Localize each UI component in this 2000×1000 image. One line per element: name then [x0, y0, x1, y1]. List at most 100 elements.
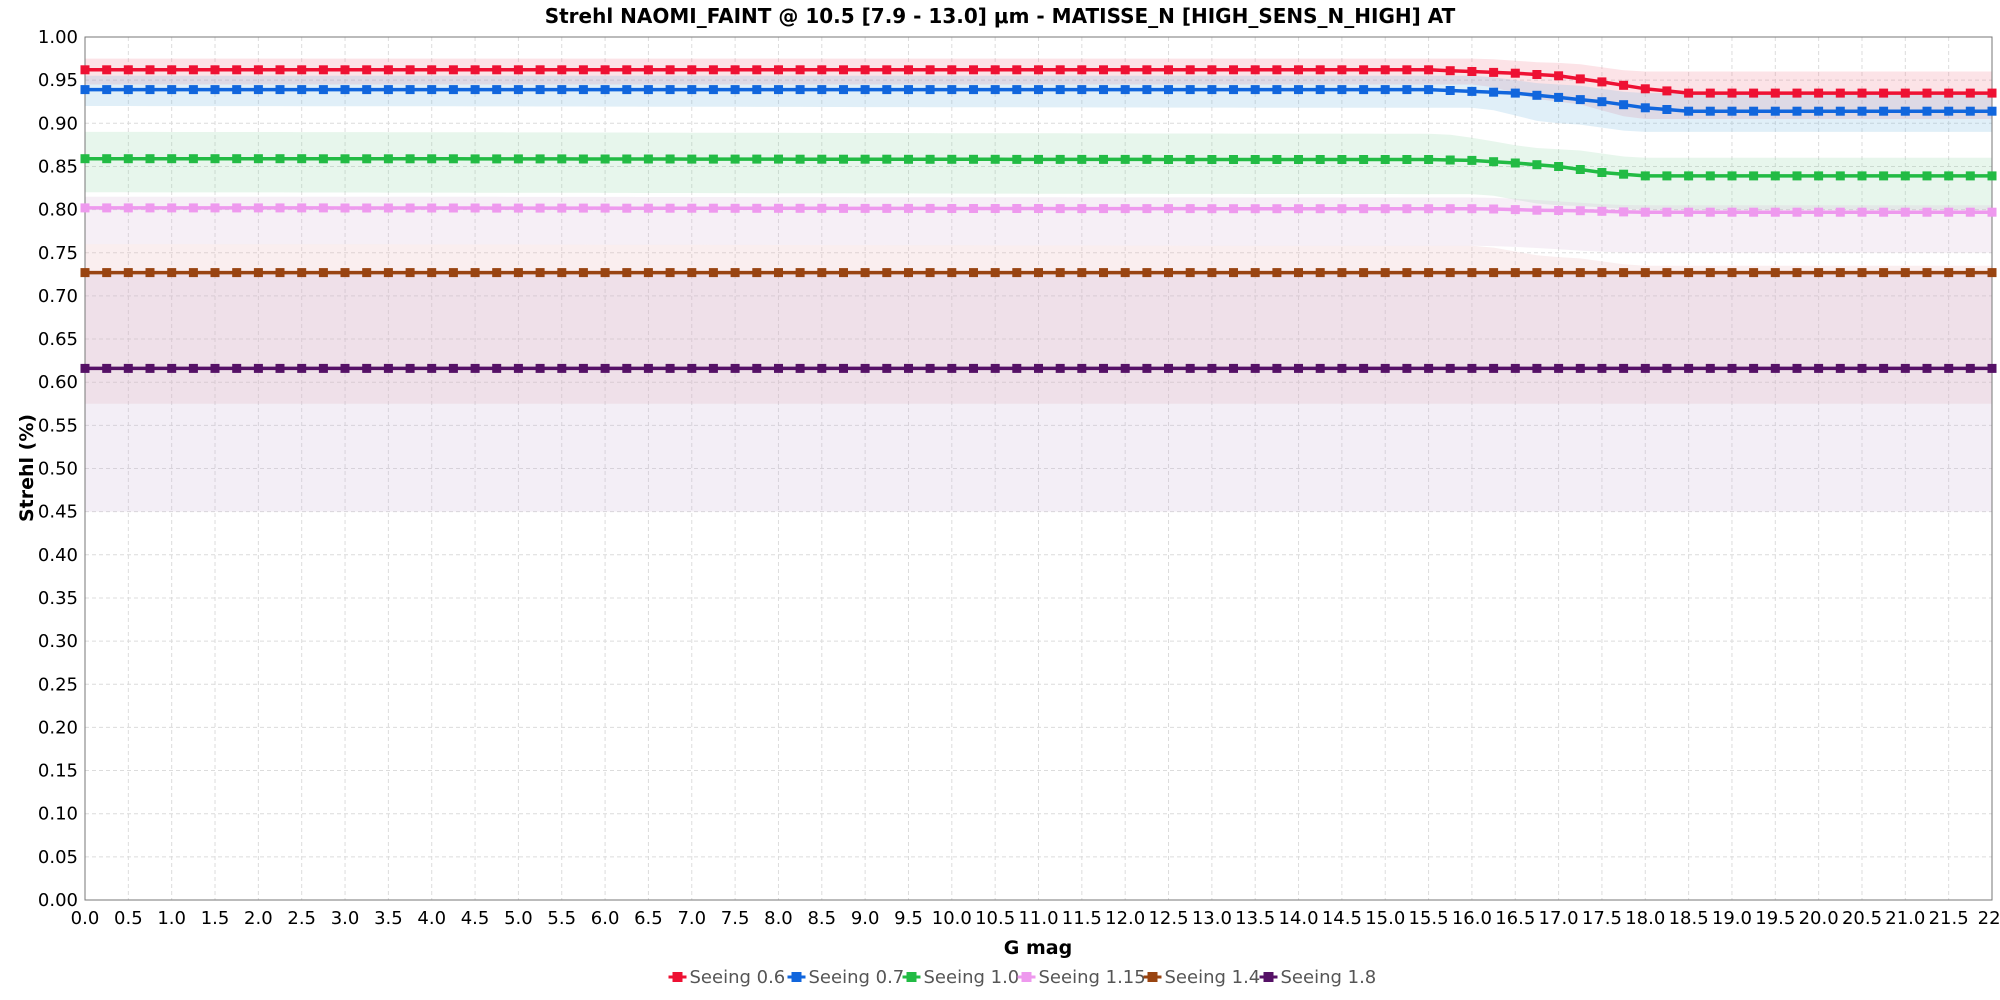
data-point	[1857, 171, 1867, 181]
data-point	[1424, 363, 1434, 373]
data-point	[665, 65, 675, 75]
data-point	[643, 363, 653, 373]
data-point	[578, 85, 588, 95]
data-point	[730, 363, 740, 373]
data-point	[1272, 155, 1282, 164]
data-point	[383, 363, 393, 373]
data-point	[1445, 268, 1455, 278]
data-point	[1857, 88, 1867, 98]
data-point	[1250, 204, 1260, 214]
data-point	[427, 65, 437, 75]
data-point	[405, 268, 415, 278]
legend-swatch-marker	[906, 972, 917, 982]
data-point	[1510, 268, 1520, 278]
data-point	[1510, 158, 1520, 168]
x-tick-label: 18.5	[1669, 908, 1709, 929]
data-point	[405, 65, 415, 75]
data-point	[1099, 363, 1108, 373]
data-point	[1250, 363, 1260, 373]
data-point	[578, 203, 588, 213]
chart-title: Strehl NAOMI_FAINT @ 10.5 [7.9 - 13.0] μ…	[545, 4, 1456, 28]
data-point	[1120, 85, 1130, 95]
data-point	[860, 154, 870, 164]
data-point	[817, 203, 827, 213]
data-point	[405, 203, 415, 213]
data-point	[1164, 363, 1173, 373]
data-point	[167, 65, 177, 75]
data-point	[123, 203, 133, 213]
data-point	[167, 85, 177, 95]
band-seeing-1-8	[85, 274, 1992, 512]
y-tick-label: 0.80	[38, 200, 78, 221]
data-point	[795, 203, 805, 213]
data-point	[210, 363, 220, 373]
data-point	[232, 203, 242, 213]
data-point	[1099, 154, 1108, 164]
data-point	[362, 154, 372, 164]
data-point	[1164, 204, 1173, 214]
data-point	[1229, 363, 1238, 373]
data-point	[1359, 363, 1369, 373]
x-tick-label: 1.5	[201, 908, 230, 929]
data-point	[1250, 155, 1260, 164]
data-point	[795, 268, 805, 278]
data-point	[1424, 204, 1434, 214]
data-point	[687, 268, 697, 278]
data-point	[1467, 155, 1477, 165]
x-tick-label: 11.5	[1062, 908, 1102, 929]
data-point	[860, 85, 870, 95]
data-point	[1532, 90, 1542, 100]
y-tick-label: 0.50	[38, 459, 78, 480]
y-tick-label: 0.60	[38, 372, 78, 393]
data-point	[643, 65, 653, 75]
x-tick-label: 17.5	[1582, 908, 1622, 929]
data-point	[752, 65, 762, 75]
x-tick-label: 8.5	[807, 908, 836, 929]
data-point	[1640, 171, 1650, 181]
data-point	[1684, 171, 1694, 181]
data-point	[1554, 268, 1564, 278]
data-point	[1077, 363, 1087, 373]
x-tick-label: 5.5	[547, 908, 576, 929]
data-point	[1359, 268, 1369, 278]
data-point	[708, 203, 718, 213]
data-point	[1879, 171, 1889, 181]
data-point	[860, 363, 870, 373]
data-point	[1142, 85, 1152, 95]
data-point	[730, 85, 740, 95]
data-point	[1922, 88, 1932, 98]
data-point	[904, 203, 913, 213]
data-point	[253, 65, 263, 75]
x-tick-label: 10.0	[932, 908, 972, 929]
x-tick-label: 12.5	[1148, 908, 1188, 929]
data-point	[210, 203, 220, 213]
band-seeing-1-4	[85, 244, 1992, 404]
data-point	[253, 154, 263, 164]
x-tick-label: 4.0	[417, 908, 446, 929]
data-point	[1749, 207, 1759, 217]
data-point	[1727, 106, 1737, 116]
data-point	[557, 363, 567, 373]
data-point	[470, 85, 480, 95]
data-point	[1315, 65, 1325, 75]
data-point	[1315, 155, 1325, 164]
data-point	[102, 268, 112, 278]
x-tick-label: 0.5	[114, 908, 143, 929]
data-point	[1879, 207, 1889, 217]
data-point	[448, 203, 458, 213]
data-point	[925, 65, 935, 75]
data-point	[297, 65, 307, 75]
data-point	[1857, 268, 1867, 278]
data-point	[427, 268, 437, 278]
data-point	[1835, 171, 1845, 181]
data-point	[1944, 171, 1954, 181]
data-point	[318, 268, 328, 278]
data-point	[1705, 207, 1715, 217]
data-point	[340, 65, 350, 75]
data-point	[1792, 106, 1802, 116]
data-point	[1749, 171, 1759, 181]
data-point	[1965, 106, 1975, 116]
data-point	[990, 65, 1000, 75]
data-point	[492, 154, 502, 164]
data-point	[318, 85, 328, 95]
